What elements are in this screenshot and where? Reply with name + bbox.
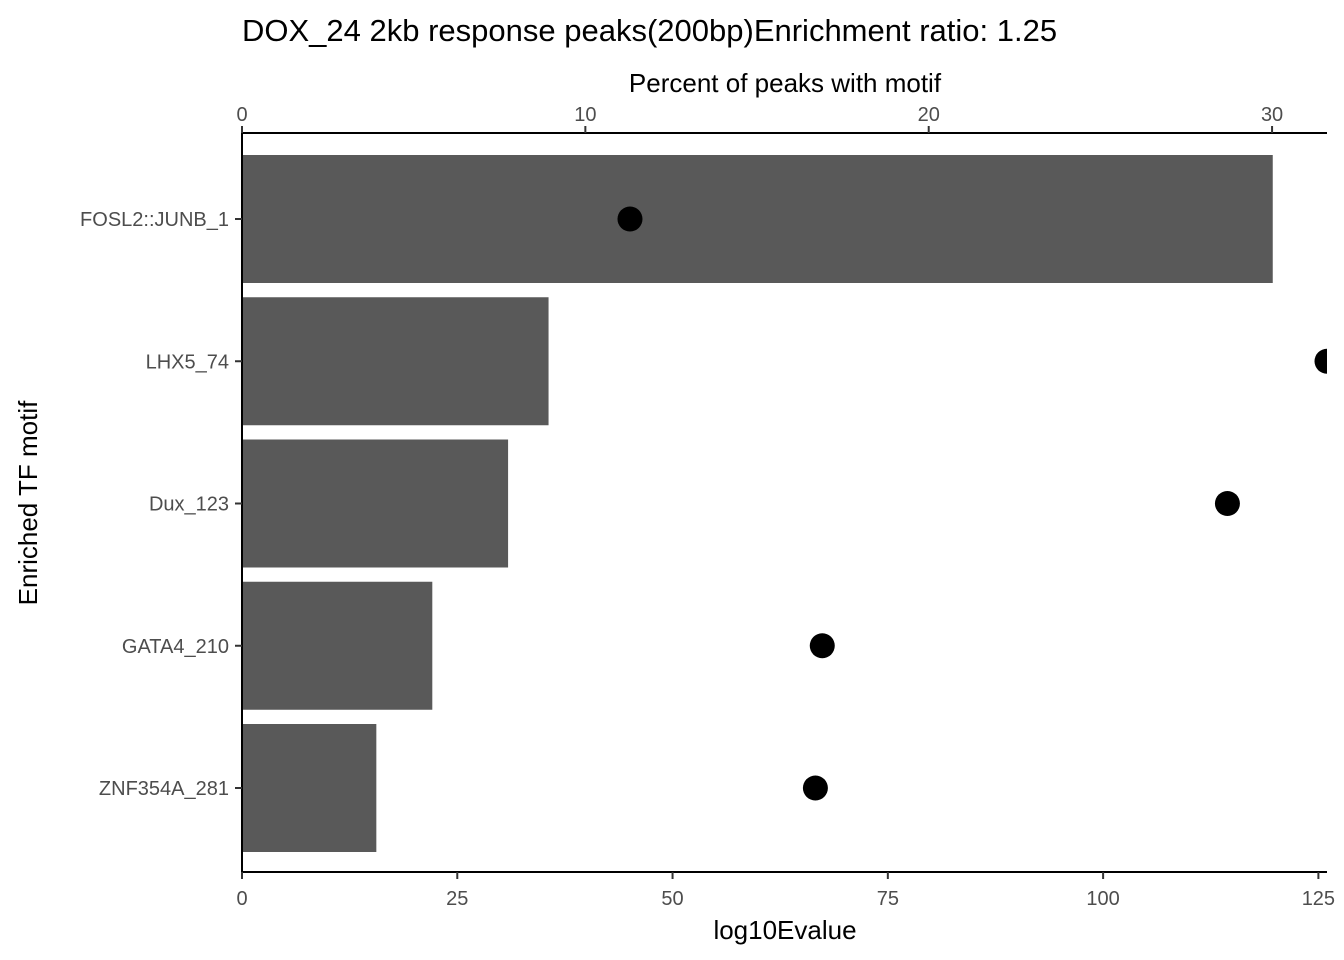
bottom-axis-title: log10Evalue <box>713 915 856 945</box>
point-lhx5-74 <box>1314 348 1327 374</box>
point-fosl2-junb-1 <box>617 206 643 232</box>
bottom-tick-label: 100 <box>1086 888 1119 910</box>
bar-gata4-210 <box>242 581 433 710</box>
bar-fosl2-junb-1 <box>242 155 1273 283</box>
y-tick-label: LHX5_74 <box>146 351 229 373</box>
bottom-tick-label: 25 <box>446 888 468 910</box>
point-gata4-210 <box>809 633 835 659</box>
bottom-tick-label: 50 <box>661 888 683 910</box>
bottom-tick-label: 125 <box>1302 888 1335 910</box>
bottom-tick-label: 0 <box>236 888 247 910</box>
bottom-axis-ticks: 0 25 50 75 100 125 <box>236 872 1335 910</box>
top-tick-label: 0 <box>236 104 247 126</box>
bar-dux-123 <box>242 439 509 568</box>
point-znf354a-281 <box>802 775 828 801</box>
bar-lhx5-74 <box>242 297 549 426</box>
top-axis-ticks: 0 10 20 30 <box>236 104 1283 133</box>
y-tick-label: GATA4_210 <box>122 636 229 658</box>
bars-layer <box>242 155 1273 852</box>
points-layer <box>617 206 1327 801</box>
y-axis-title: Enriched TF motif <box>13 400 43 605</box>
top-axis-title: Percent of peaks with motif <box>629 68 942 98</box>
bar-znf354a-281 <box>242 724 377 852</box>
point-dux-123 <box>1214 491 1240 516</box>
y-tick-label: Dux_123 <box>149 494 229 516</box>
top-tick-label: 20 <box>918 104 940 126</box>
top-tick-label: 30 <box>1261 104 1283 126</box>
bottom-tick-label: 75 <box>877 888 899 910</box>
y-axis-ticks: FOSL2::JUNB_1LHX5_74Dux_123GATA4_210ZNF3… <box>80 209 242 800</box>
y-tick-label: ZNF354A_281 <box>99 778 229 800</box>
top-tick-label: 10 <box>574 104 596 126</box>
chart-title: DOX_24 2kb response peaks(200bp)Enrichme… <box>242 13 1057 48</box>
y-tick-label: FOSL2::JUNB_1 <box>80 209 229 231</box>
